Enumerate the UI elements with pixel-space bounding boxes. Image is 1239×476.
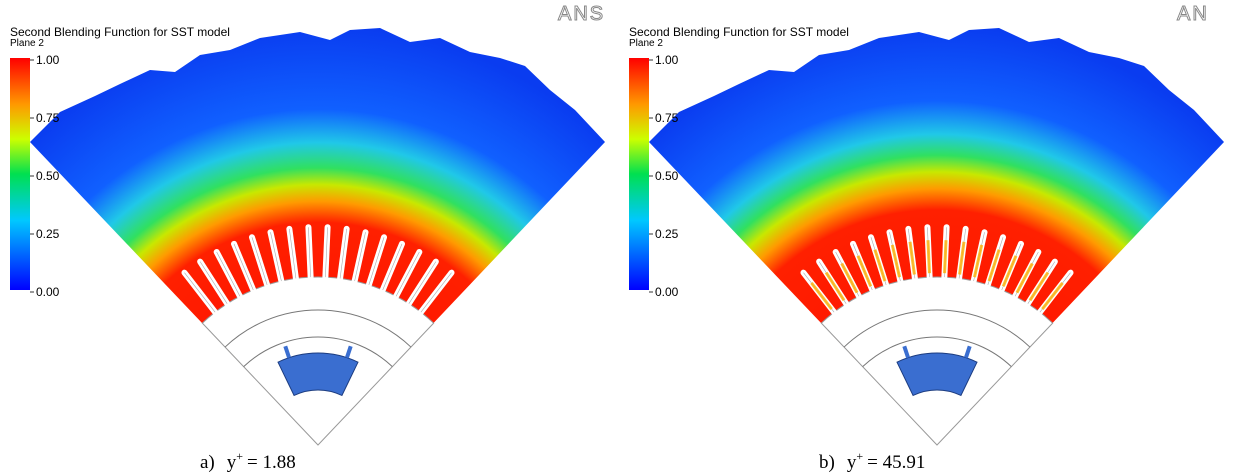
figure: 1.00 0.75 0.50 0.25 0.00 Second Blending Func… xyxy=(0,0,1239,476)
caption: b) y+ = 45.91 xyxy=(819,449,925,473)
blade-wake xyxy=(928,240,929,273)
plot-title: Second Blending Function for SST model xyxy=(10,25,230,39)
caption-variable: y xyxy=(227,452,237,473)
caption-value: = 1.88 xyxy=(247,452,296,473)
caption-superscript: + xyxy=(236,449,243,463)
colorbar-label: 0.25 xyxy=(655,227,679,241)
blade-wake xyxy=(945,240,946,273)
colorbar xyxy=(629,58,649,290)
caption-label: a) xyxy=(200,452,215,473)
colorbar-label: 0.25 xyxy=(36,227,60,241)
plane-label: Plane 2 xyxy=(10,38,44,49)
caption: a) y+ = 1.88 xyxy=(200,449,296,473)
panel: 1.00 0.75 0.50 0.25 0.00 Second Blending Func… xyxy=(629,3,1224,473)
logo: ANS xyxy=(558,3,605,25)
caption-value: = 45.91 xyxy=(867,452,925,473)
panel: 1.00 0.75 0.50 0.25 0.00 Second Blending Func… xyxy=(10,3,605,473)
plane-label: Plane 2 xyxy=(629,38,663,49)
colorbar-label: 0.75 xyxy=(36,111,60,125)
colorbar xyxy=(10,58,30,290)
colorbar-label: 1.00 xyxy=(655,53,679,67)
logo: AN xyxy=(1177,3,1209,25)
colorbar-label: 1.00 xyxy=(36,53,60,67)
colorbar-label: 0.00 xyxy=(36,285,60,299)
colorbar-label: 0.50 xyxy=(655,169,679,183)
plot-title: Second Blending Function for SST model xyxy=(629,25,849,39)
caption-superscript: + xyxy=(856,449,863,463)
colorbar-label: 0.75 xyxy=(655,111,679,125)
caption-label: b) xyxy=(819,452,835,473)
caption-variable: y xyxy=(847,452,857,473)
colorbar-label: 0.00 xyxy=(655,285,679,299)
colorbar-label: 0.50 xyxy=(36,169,60,183)
